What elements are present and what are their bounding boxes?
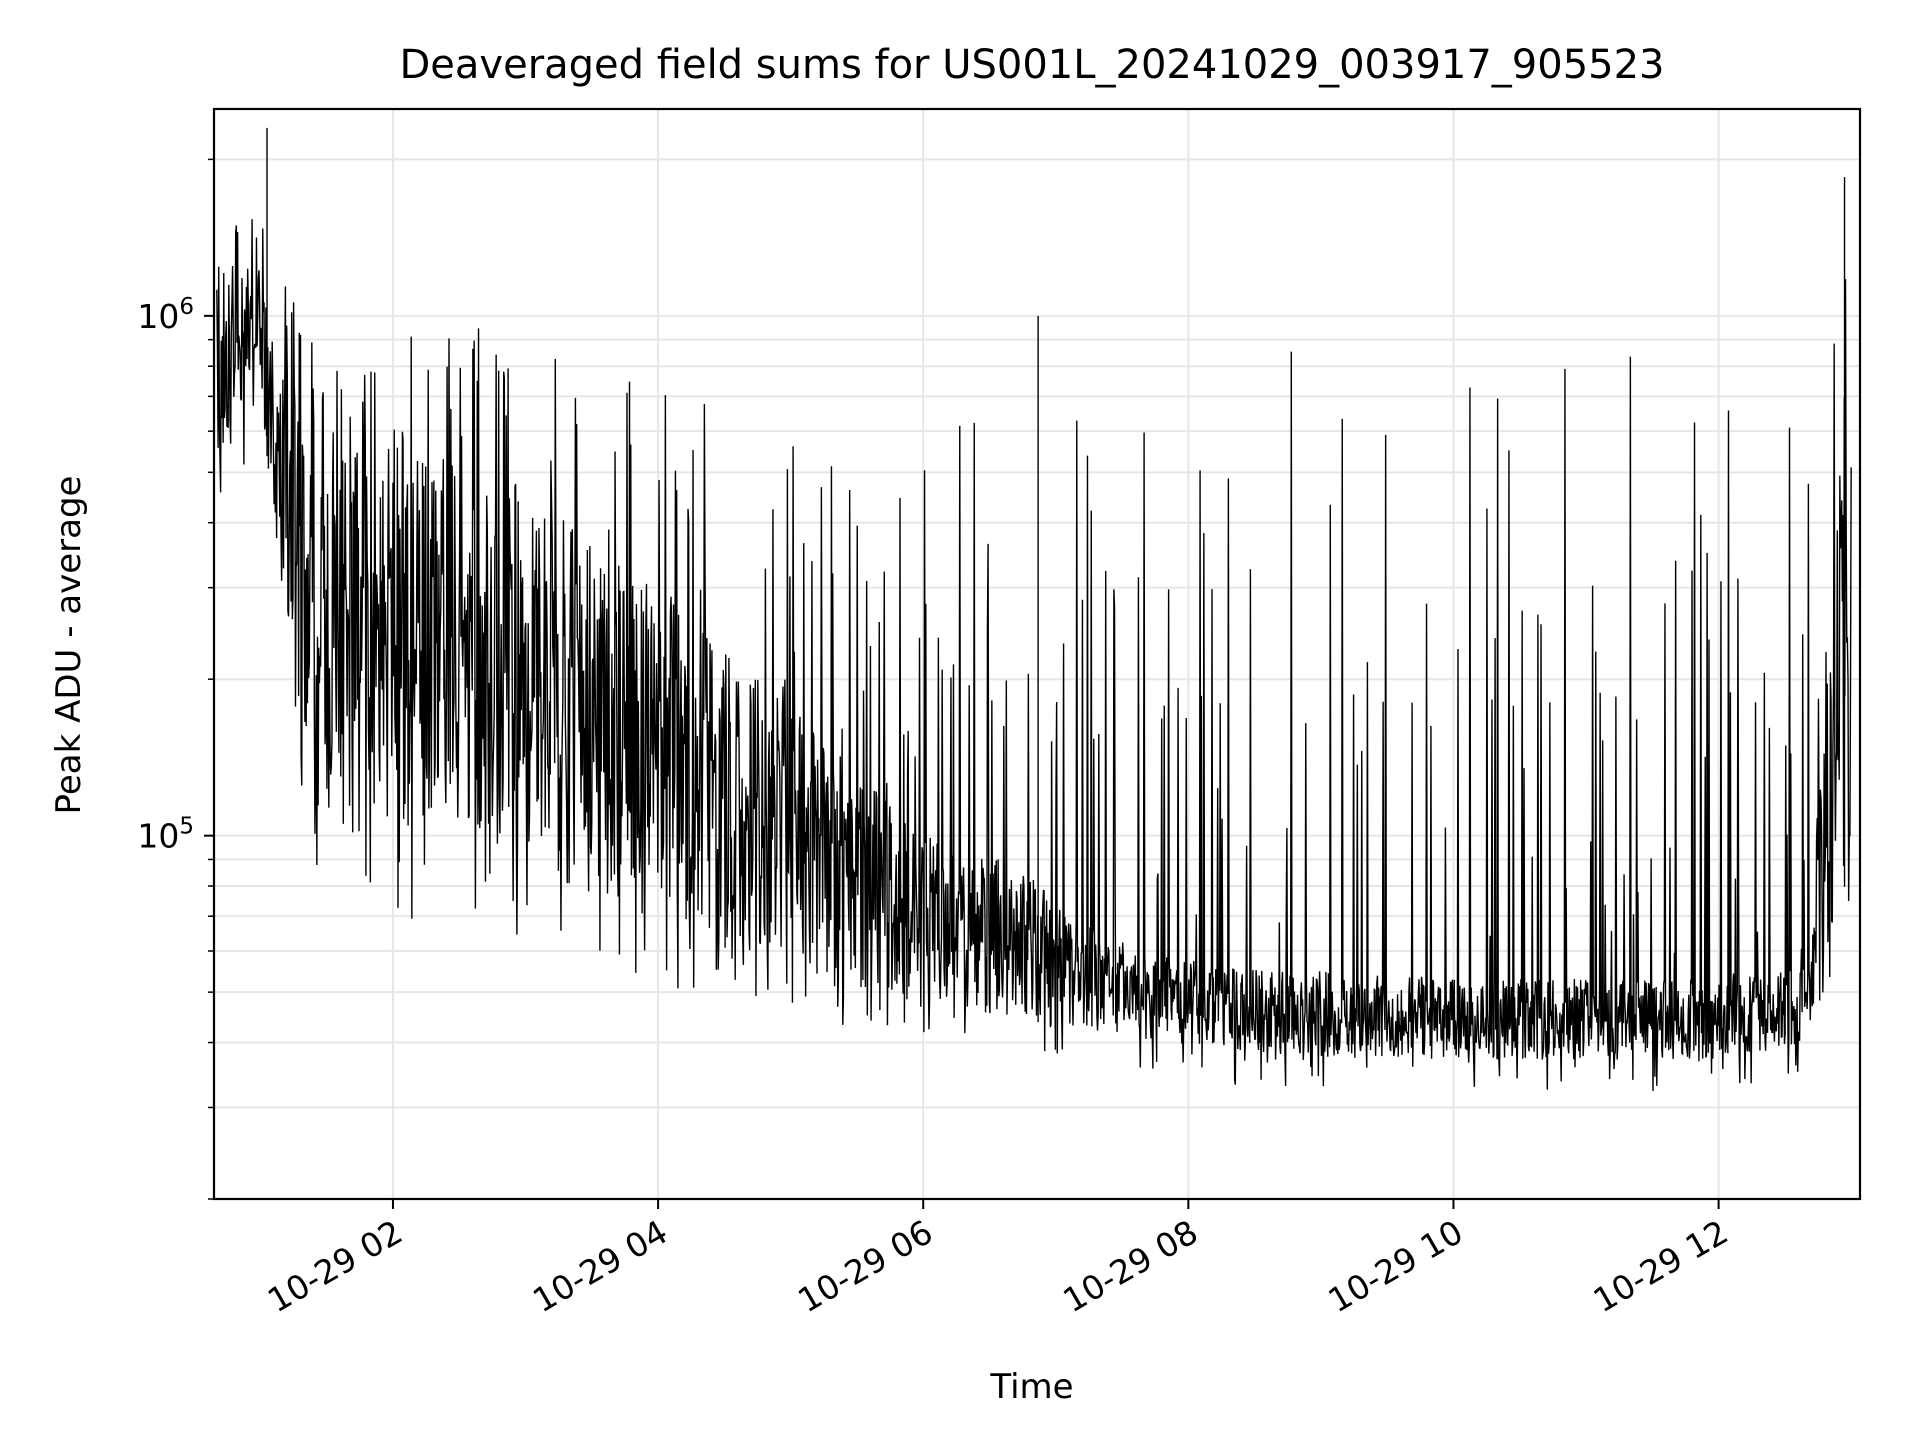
y-tick-label-base: 10 [137, 297, 179, 336]
series-line [215, 219, 1852, 1091]
y-tick-label-base: 10 [137, 817, 179, 856]
y-tick-label: 106 [137, 294, 194, 336]
chart-title: Deaveraged field sums for US001L_2024102… [400, 42, 1665, 88]
grid-layer [214, 109, 1860, 1200]
y-tick-label-exponent: 6 [179, 294, 194, 320]
y-tick-label-exponent: 5 [179, 814, 194, 840]
y-tick-label: 105 [137, 814, 194, 856]
x-axis-label: Time [989, 1367, 1073, 1407]
plot-frame [212, 107, 1862, 1201]
y-axis-label: Peak ADU - average [49, 476, 89, 815]
data-layer [215, 127, 1852, 1091]
